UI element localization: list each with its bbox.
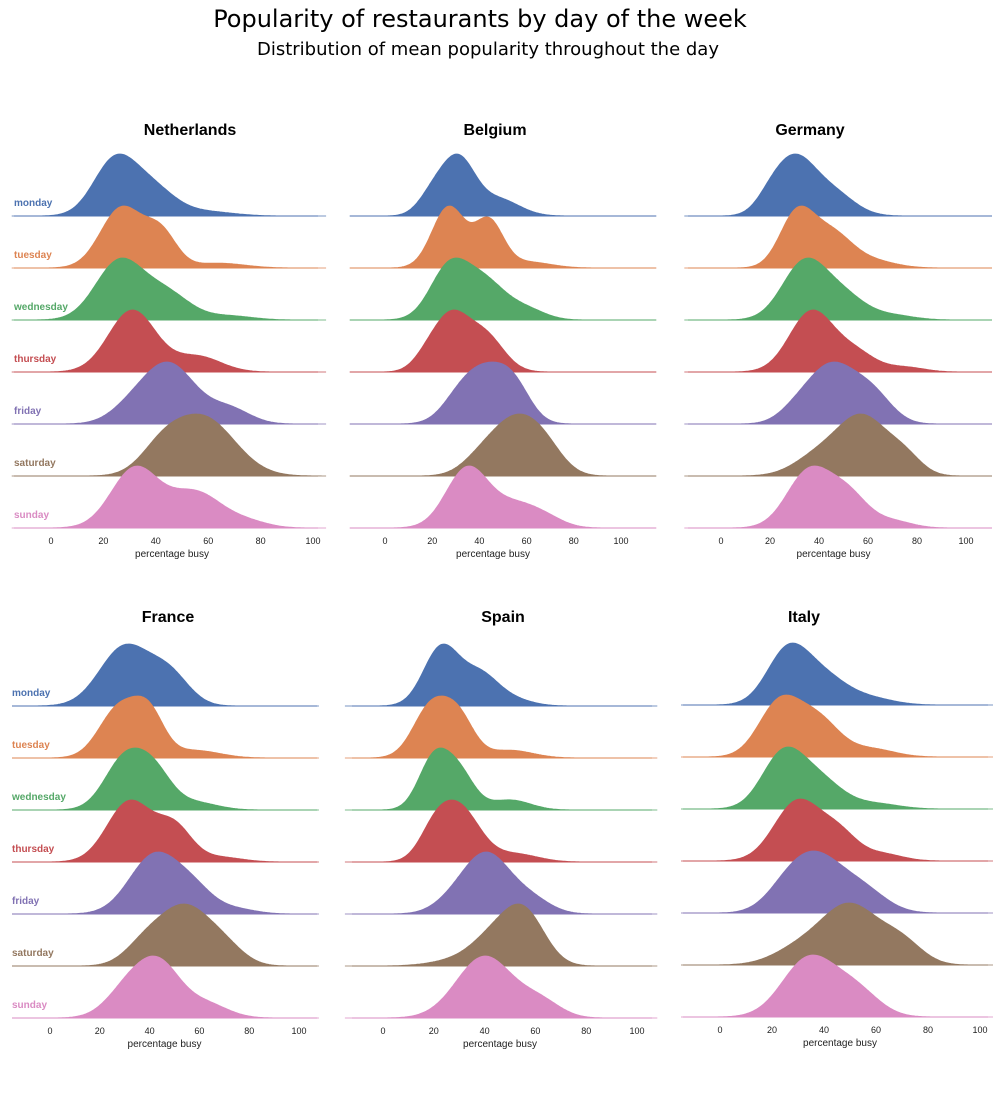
x-tick-label: 40	[819, 1025, 829, 1035]
ridge-italy-monday	[681, 642, 993, 706]
x-tick-label: 0	[47, 1026, 52, 1036]
x-tick-label: 60	[871, 1025, 881, 1035]
day-label-thursday: thursday	[14, 354, 57, 365]
x-tick-label: 60	[863, 536, 873, 546]
figure-subtitle: Distribution of mean popularity througho…	[257, 39, 719, 60]
ridge-italy-saturday	[681, 902, 993, 966]
x-tick-label: 0	[380, 1026, 385, 1036]
x-tick-label: 20	[429, 1026, 439, 1036]
day-label-monday: monday	[14, 198, 53, 209]
x-tick-label: 0	[48, 536, 53, 546]
x-axis-label: percentage busy	[128, 1039, 202, 1050]
x-tick-label: 0	[717, 1025, 722, 1035]
x-tick-label: 20	[427, 536, 437, 546]
day-label-saturday: saturday	[12, 948, 54, 959]
panel-spain: Spain 0 20 40 60 80 100 percentage busy	[344, 609, 658, 1050]
panel-title: Germany	[775, 122, 844, 139]
x-tick-label: 40	[151, 536, 161, 546]
x-tick-label: 0	[718, 536, 723, 546]
x-tick-label: 100	[958, 536, 973, 546]
panel-title: Netherlands	[144, 122, 237, 139]
panel-netherlands: Netherlands monday tuesday wednesday thursda…	[11, 122, 327, 560]
day-label-friday: friday	[12, 896, 40, 907]
day-label-monday: monday	[12, 688, 51, 699]
ridge-belgium-saturday	[349, 413, 657, 477]
x-tick-label: 60	[530, 1026, 540, 1036]
day-label-tuesday: tuesday	[14, 250, 52, 261]
panel-title: Belgium	[463, 122, 526, 139]
x-tick-label: 40	[814, 536, 824, 546]
x-tick-label: 100	[305, 536, 320, 546]
ridge-spain-monday	[344, 643, 658, 707]
day-label-friday: friday	[14, 406, 42, 417]
x-tick-label: 80	[923, 1025, 933, 1035]
x-tick-label: 20	[767, 1025, 777, 1035]
x-tick-label: 80	[912, 536, 922, 546]
x-tick-label: 20	[765, 536, 775, 546]
x-tick-label: 40	[480, 1026, 490, 1036]
x-axis-label: percentage busy	[463, 1039, 537, 1050]
panel-france: France monday tuesday wednesday thursday frid…	[11, 609, 319, 1050]
panel-title: Italy	[788, 609, 820, 626]
day-label-wednesday: wednesday	[11, 792, 66, 803]
panel-italy: Italy 0 20 40 60 80 100 percentage busy	[681, 609, 993, 1049]
panel-title: France	[142, 609, 195, 626]
x-axis-label: percentage busy	[797, 549, 871, 560]
ridge-netherlands-sunday	[11, 465, 327, 529]
panels: Netherlands monday tuesday wednesday thursda…	[11, 122, 993, 1050]
figure-title: Popularity of restaurants by day of the …	[213, 5, 747, 33]
ridge-netherlands-wednesday	[11, 257, 327, 321]
x-tick-label: 100	[629, 1026, 644, 1036]
day-label-saturday: saturday	[14, 458, 56, 469]
panel-belgium: Belgium 0 20 40 60 80 100 percentage busy	[349, 122, 657, 560]
ridge-netherlands-monday	[11, 153, 327, 217]
x-axis-label: percentage busy	[803, 1038, 877, 1049]
x-tick-label: 40	[474, 536, 484, 546]
day-label-tuesday: tuesday	[12, 740, 50, 751]
x-tick-label: 60	[194, 1026, 204, 1036]
ridge-belgium-monday	[349, 153, 657, 217]
day-label-wednesday: wednesday	[13, 302, 68, 313]
day-label-sunday: sunday	[14, 510, 49, 521]
ridge-spain-sunday	[344, 955, 658, 1019]
x-tick-label: 20	[95, 1026, 105, 1036]
x-tick-label: 20	[98, 536, 108, 546]
x-axis-label: percentage busy	[456, 549, 530, 560]
x-tick-label: 100	[613, 536, 628, 546]
x-tick-label: 40	[145, 1026, 155, 1036]
x-tick-label: 60	[522, 536, 532, 546]
x-tick-label: 60	[203, 536, 213, 546]
x-tick-label: 0	[382, 536, 387, 546]
x-tick-label: 80	[569, 536, 579, 546]
x-tick-label: 100	[972, 1025, 987, 1035]
ridge-france-monday	[12, 643, 319, 707]
panel-title: Spain	[481, 609, 525, 626]
panel-germany: Germany 0 20 40 60 80 100 percentage busy	[684, 122, 992, 560]
x-tick-label: 80	[244, 1026, 254, 1036]
x-axis-label: percentage busy	[135, 549, 209, 560]
x-tick-label: 80	[581, 1026, 591, 1036]
day-label-sunday: sunday	[12, 1000, 47, 1011]
ridge-germany-monday	[684, 153, 991, 217]
x-tick-label: 80	[256, 536, 266, 546]
x-tick-label: 100	[291, 1026, 306, 1036]
day-label-thursday: thursday	[12, 844, 55, 855]
